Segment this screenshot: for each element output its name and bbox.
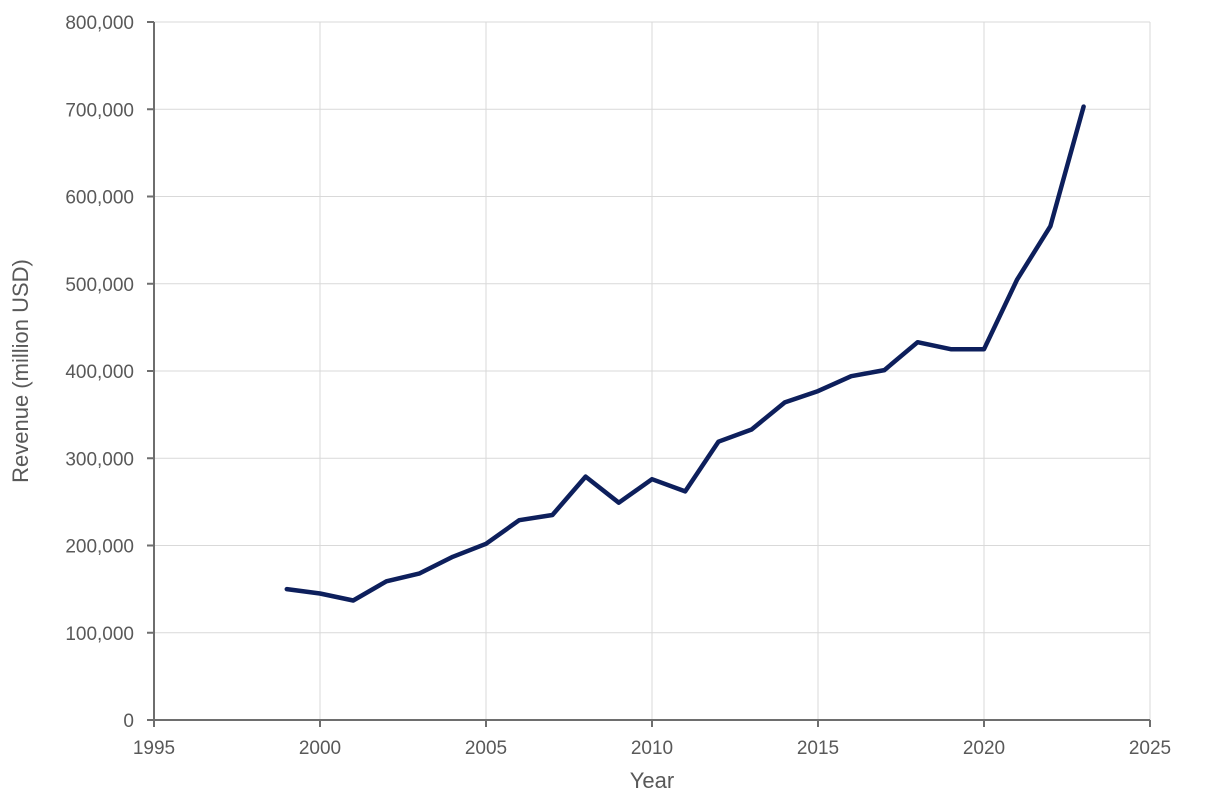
x-tick-label: 2000 (299, 738, 341, 759)
data-point (683, 489, 687, 493)
data-point (949, 347, 953, 351)
data-point (451, 555, 455, 559)
tick-labels: 0 100,000 200,000 300,000 400,000 500,000 600,… (65, 13, 1171, 759)
series-layer (284, 104, 1086, 603)
y-tick-label: 700,000 (65, 100, 134, 121)
y-tick-label: 500,000 (65, 275, 134, 296)
data-point (816, 389, 820, 393)
y-tick-label: 600,000 (65, 188, 134, 209)
data-point (418, 571, 422, 575)
data-point (550, 513, 554, 517)
y-tick-label: 800,000 (65, 13, 134, 34)
y-tick-label: 100,000 (65, 624, 134, 645)
data-point (916, 340, 920, 344)
series-line-0 (284, 104, 1086, 603)
y-tick-label: 300,000 (65, 449, 134, 470)
data-point (484, 542, 488, 546)
data-point (617, 501, 621, 505)
data-point (285, 587, 289, 591)
data-point (318, 592, 322, 596)
data-point (783, 400, 787, 404)
data-point (750, 428, 754, 432)
data-point (849, 374, 853, 378)
data-point (716, 440, 720, 444)
x-tick-label: 2005 (465, 738, 507, 759)
data-point (1015, 277, 1019, 281)
data-point (351, 599, 355, 603)
x-tick-label: 2025 (1129, 738, 1171, 759)
axes (147, 21, 1151, 727)
y-axis-title: Revenue (million USD) (8, 259, 33, 483)
x-axis-title: Year (630, 768, 674, 793)
grid (154, 21, 1151, 720)
data-point (650, 477, 654, 481)
data-point (517, 518, 521, 522)
x-tick-label: 2010 (631, 738, 673, 759)
data-point (1082, 105, 1086, 109)
data-point (584, 475, 588, 479)
data-point (1048, 224, 1052, 228)
data-point (882, 368, 886, 372)
y-tick-label: 200,000 (65, 537, 134, 558)
x-tick-label: 2015 (797, 738, 839, 759)
data-point (982, 347, 986, 351)
data-point (384, 579, 388, 583)
y-tick-label: 0 (123, 711, 134, 732)
y-tick-label: 400,000 (65, 362, 134, 383)
x-tick-label: 1995 (133, 738, 175, 759)
x-tick-label: 2020 (963, 738, 1005, 759)
